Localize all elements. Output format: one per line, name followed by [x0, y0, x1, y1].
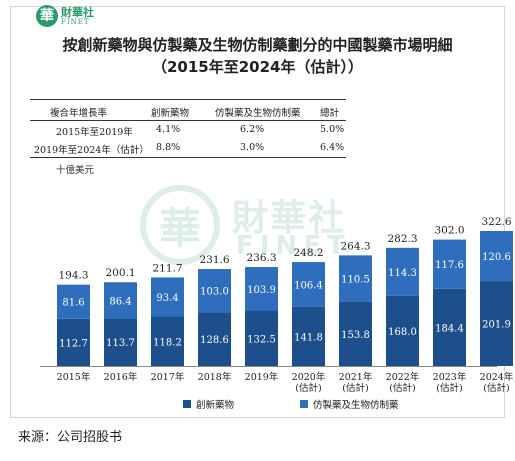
bar-innovative	[57, 318, 90, 366]
bar-generic	[198, 269, 231, 313]
data-label-innovative: 141.8	[294, 332, 323, 343]
table-header-rule	[30, 120, 346, 121]
bar-generic	[433, 239, 466, 289]
x-tick-label: 2021年	[339, 371, 373, 383]
x-tick-label: 2015年	[57, 371, 91, 383]
data-label-total: 322.6	[481, 216, 511, 228]
data-label-total: 200.1	[105, 267, 135, 279]
x-tick-label: 2018年	[198, 371, 232, 383]
data-label-innovative: 153.8	[341, 330, 370, 341]
chart-title: 按創新藥物與仿製藥及生物仿制藥劃分的中國製藥市場明細	[62, 36, 453, 54]
x-tick-label: 2016年	[104, 371, 138, 383]
legend-item-innovative: 創新藥物	[183, 397, 234, 411]
data-label-innovative: 128.6	[200, 335, 229, 346]
table-header-generic: 仿製藥及生物仿制藥	[215, 108, 301, 119]
table-header-innovative: 創新藥物	[151, 108, 190, 119]
data-label-generic: 114.3	[388, 268, 417, 279]
data-label-innovative: 132.5	[247, 334, 276, 345]
data-label-total: 194.3	[58, 270, 88, 282]
legend-item-generic: 仿製藥及生物仿制藥	[300, 397, 399, 411]
x-tick-label: 2022年	[386, 371, 420, 383]
data-label-generic: 86.4	[109, 296, 131, 307]
data-label-total: 236.3	[246, 252, 276, 264]
data-label-total: 282.3	[387, 233, 417, 245]
data-label-total: 248.2	[293, 247, 323, 259]
legend-label-generic: 仿製藥及生物仿制藥	[313, 400, 399, 411]
bar-innovative	[386, 295, 419, 366]
bar-innovative	[198, 312, 231, 366]
bar-generic	[339, 255, 372, 302]
bar-innovative	[433, 288, 466, 366]
table-bottom-rule	[30, 157, 346, 158]
table-header-total: 總計	[320, 108, 340, 119]
x-tick-label: 2023年	[433, 371, 467, 383]
table-row-1-innovative: 4.1%	[156, 124, 181, 135]
legend-label-innovative: 創新藥物	[196, 400, 235, 411]
data-label-innovative: 184.4	[435, 323, 464, 334]
x-tick-label: (估計)	[436, 382, 462, 394]
logo-mark-icon: 華	[36, 5, 58, 27]
table-top-rule	[30, 99, 346, 100]
x-tick-label: 2024年	[480, 371, 514, 383]
bar-generic	[245, 267, 278, 311]
bar-innovative	[104, 318, 137, 366]
bar-innovative	[292, 306, 325, 366]
bar-innovative	[245, 310, 278, 366]
x-tick-label: 2019年	[245, 371, 279, 383]
data-label-innovative: 201.9	[482, 320, 511, 331]
table-row-1-period: 2015年至2019年	[56, 127, 133, 138]
x-tick-label: (估計)	[483, 382, 509, 394]
table-row-2-period: 2019年至2024年（估計）	[34, 145, 149, 156]
table-row-2-generic: 3.0%	[240, 142, 265, 153]
bar-innovative	[339, 301, 372, 366]
bar-generic	[292, 262, 325, 307]
x-tick-label: 2020年	[292, 371, 326, 383]
bar-generic	[480, 231, 513, 282]
data-label-total: 264.3	[340, 240, 370, 252]
logo-en: FINET	[61, 17, 90, 26]
source-note: 来源：公司招股书	[18, 430, 123, 445]
data-label-innovative: 168.0	[388, 327, 417, 338]
data-label-generic: 117.6	[435, 260, 464, 271]
bar-generic	[151, 277, 184, 317]
table-row-2-innovative: 8.8%	[156, 142, 181, 153]
data-label-innovative: 118.2	[153, 337, 182, 348]
bar-generic	[104, 282, 137, 319]
data-label-generic: 93.4	[156, 293, 178, 304]
data-label-total: 231.6	[199, 254, 229, 266]
table-row-1-total: 5.0%	[320, 124, 345, 135]
data-label-generic: 103.0	[200, 287, 229, 298]
bar-generic	[386, 247, 419, 296]
logo-name: 財華社	[61, 5, 94, 19]
x-tick-label: (估計)	[342, 382, 368, 394]
bar-generic	[57, 284, 90, 319]
data-label-generic: 110.5	[341, 274, 370, 285]
data-label-total: 302.0	[434, 225, 464, 237]
data-label-innovative: 112.7	[59, 338, 88, 349]
data-label-total: 211.7	[152, 262, 182, 274]
x-tick-label: (估計)	[389, 382, 415, 394]
data-label-generic: 103.9	[247, 285, 276, 296]
table-row-2-total: 6.4%	[320, 142, 345, 153]
legend-swatch-generic	[300, 400, 308, 408]
unit-label: 十億美元	[56, 165, 95, 176]
x-tick-label: 2017年	[151, 371, 185, 383]
table-header-cagr: 複合年增長率	[50, 108, 108, 119]
finet-logo: 華 財華社 FINET	[36, 3, 116, 29]
data-label-generic: 120.6	[482, 252, 511, 263]
bar-innovative	[480, 281, 513, 366]
table-row-1-generic: 6.2%	[240, 124, 265, 135]
data-label-generic: 81.6	[62, 298, 84, 309]
data-label-innovative: 113.7	[106, 338, 135, 349]
bar-innovative	[151, 316, 184, 366]
chart-subtitle: （2015年至2024年（估計））	[152, 58, 363, 76]
data-label-generic: 106.4	[294, 280, 323, 291]
legend-swatch-innovative	[183, 400, 191, 408]
x-tick-label: (估計)	[295, 382, 321, 394]
